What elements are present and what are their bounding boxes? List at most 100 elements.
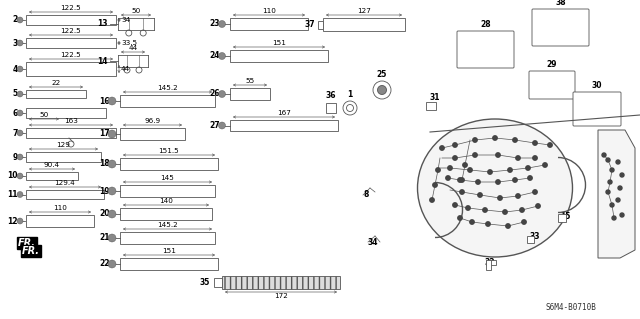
Ellipse shape	[417, 119, 573, 257]
Bar	[120, 258, 218, 270]
Bar	[558, 214, 566, 222]
Circle shape	[473, 153, 477, 157]
Circle shape	[618, 186, 622, 190]
Circle shape	[108, 210, 116, 218]
Circle shape	[460, 178, 464, 182]
Circle shape	[612, 216, 616, 220]
Circle shape	[620, 173, 624, 177]
Bar	[486, 260, 496, 265]
Circle shape	[516, 194, 520, 198]
Circle shape	[536, 204, 540, 208]
Text: 14: 14	[97, 56, 108, 65]
FancyBboxPatch shape	[532, 9, 589, 46]
Circle shape	[468, 168, 472, 172]
Circle shape	[503, 210, 507, 214]
Circle shape	[548, 143, 552, 147]
Bar	[230, 50, 328, 62]
Text: 8: 8	[363, 190, 369, 199]
Circle shape	[17, 17, 23, 23]
Circle shape	[473, 138, 477, 142]
Text: 122.5: 122.5	[61, 5, 81, 11]
Text: 6: 6	[13, 108, 18, 117]
Text: 17: 17	[99, 130, 110, 138]
Text: 13: 13	[97, 19, 108, 28]
Circle shape	[506, 224, 510, 228]
Text: 151: 151	[272, 40, 286, 46]
Circle shape	[513, 178, 517, 182]
Circle shape	[526, 166, 530, 170]
Circle shape	[108, 160, 116, 168]
Circle shape	[453, 156, 457, 160]
Text: 96.9: 96.9	[145, 118, 161, 124]
Text: 21: 21	[99, 234, 110, 242]
Text: 35: 35	[200, 278, 210, 287]
Bar	[120, 158, 218, 170]
Text: 15: 15	[560, 212, 570, 221]
Circle shape	[17, 40, 23, 46]
Circle shape	[483, 208, 487, 212]
Circle shape	[496, 153, 500, 157]
Text: 9: 9	[13, 152, 18, 161]
Circle shape	[496, 180, 500, 184]
Text: 122.5: 122.5	[61, 28, 81, 34]
Circle shape	[108, 130, 116, 138]
Bar	[230, 120, 338, 131]
Bar	[214, 278, 222, 287]
Circle shape	[513, 138, 517, 142]
Bar	[120, 95, 215, 107]
Circle shape	[436, 168, 440, 172]
Text: 32: 32	[484, 258, 495, 267]
Circle shape	[486, 222, 490, 226]
Text: 30: 30	[592, 81, 602, 90]
Bar	[230, 18, 308, 30]
Bar	[26, 215, 94, 227]
Circle shape	[516, 156, 520, 160]
Circle shape	[108, 187, 116, 195]
Circle shape	[532, 156, 537, 160]
Text: 33: 33	[530, 232, 541, 241]
Bar	[326, 103, 336, 113]
Text: 151.5: 151.5	[159, 148, 179, 154]
Circle shape	[448, 166, 452, 170]
FancyBboxPatch shape	[529, 71, 575, 99]
FancyBboxPatch shape	[573, 92, 621, 126]
Text: 55: 55	[245, 78, 255, 84]
Circle shape	[466, 206, 470, 210]
Circle shape	[17, 130, 23, 136]
Circle shape	[476, 180, 480, 184]
Bar	[26, 108, 106, 118]
Circle shape	[498, 196, 502, 200]
Text: 38: 38	[555, 0, 566, 7]
Circle shape	[17, 173, 23, 179]
Text: 26: 26	[209, 90, 220, 99]
Circle shape	[610, 168, 614, 172]
Text: S6M4-B0710B: S6M4-B0710B	[545, 303, 596, 312]
Circle shape	[608, 180, 612, 184]
Text: 145: 145	[161, 175, 175, 181]
Circle shape	[446, 176, 450, 180]
Circle shape	[453, 143, 457, 147]
Circle shape	[543, 163, 547, 167]
Text: 22: 22	[51, 80, 61, 86]
Circle shape	[430, 198, 434, 202]
Bar	[527, 236, 534, 243]
Circle shape	[602, 153, 606, 157]
Circle shape	[458, 178, 462, 182]
Text: 34: 34	[121, 17, 131, 23]
Circle shape	[17, 154, 23, 160]
Circle shape	[218, 122, 225, 129]
Circle shape	[440, 146, 444, 150]
Text: 145.2: 145.2	[157, 222, 178, 228]
Text: FR.: FR.	[22, 246, 40, 256]
Bar	[486, 260, 490, 270]
Text: 31: 31	[430, 93, 440, 102]
Text: 16: 16	[99, 97, 110, 106]
Circle shape	[520, 208, 524, 212]
Text: 50: 50	[131, 8, 141, 14]
Text: 127: 127	[357, 8, 371, 14]
Bar	[26, 128, 116, 138]
Circle shape	[17, 91, 23, 97]
Circle shape	[616, 160, 620, 164]
Text: 36: 36	[326, 91, 336, 100]
Circle shape	[606, 190, 610, 194]
